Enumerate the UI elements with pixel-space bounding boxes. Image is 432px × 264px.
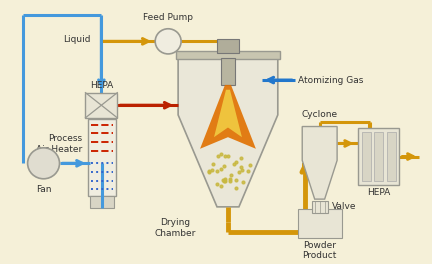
Polygon shape [302, 126, 337, 199]
Text: Powder
Product: Powder Product [302, 241, 337, 260]
Polygon shape [214, 90, 242, 137]
Text: Liquid: Liquid [63, 35, 90, 44]
Circle shape [155, 29, 181, 54]
Bar [362, 132, 371, 181]
Text: Valve: Valve [332, 202, 356, 211]
Polygon shape [200, 85, 256, 149]
Bar [375, 132, 384, 181]
Text: Atomizing Gas: Atomizing Gas [298, 76, 363, 84]
Bar [298, 209, 342, 238]
Bar [221, 58, 235, 85]
Text: Feed Pump: Feed Pump [143, 13, 193, 22]
Bar [86, 93, 118, 118]
Polygon shape [178, 57, 278, 207]
Bar [312, 201, 327, 213]
Bar [388, 132, 397, 181]
Text: Process
Air Heater: Process Air Heater [36, 134, 83, 154]
Text: HEPA: HEPA [367, 187, 390, 196]
Bar [90, 196, 114, 208]
Text: Drying
Chamber: Drying Chamber [155, 219, 196, 238]
Bar [217, 39, 239, 53]
Text: Cyclone: Cyclone [302, 110, 338, 119]
Bar [358, 129, 400, 185]
Bar [176, 51, 280, 59]
Text: Fan: Fan [36, 185, 51, 194]
Bar [89, 119, 116, 196]
Circle shape [28, 148, 60, 179]
Text: HEPA: HEPA [90, 81, 113, 90]
